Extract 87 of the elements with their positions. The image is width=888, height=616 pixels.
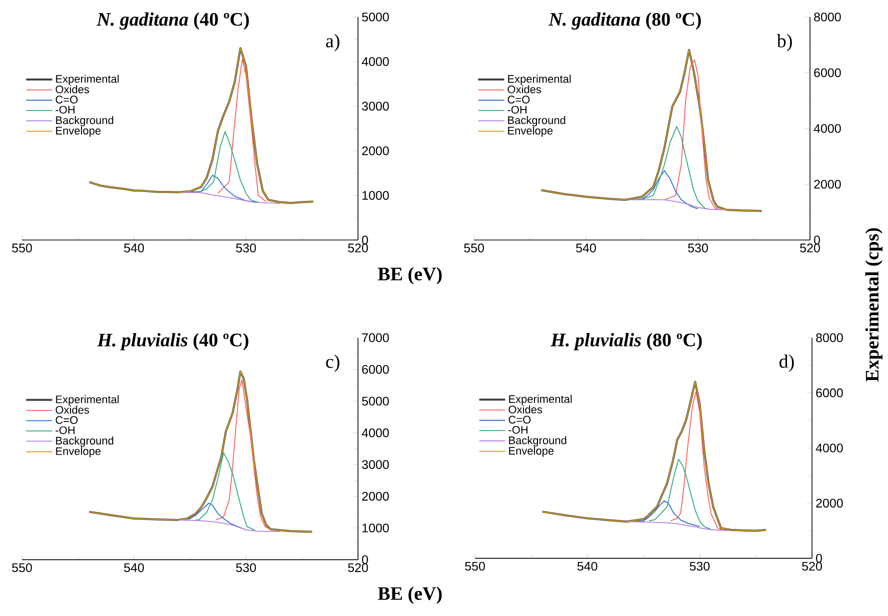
- x-tick-label: 550: [464, 244, 484, 252]
- y-tick-label: 3000: [362, 460, 389, 469]
- legend-label: Envelope: [56, 126, 101, 137]
- x-tick-label: 540: [577, 562, 598, 571]
- line-series: [178, 192, 280, 204]
- x-tick-label: 540: [576, 244, 596, 252]
- x-tick-label: 530: [236, 563, 256, 572]
- y-tick-label: 4000: [362, 428, 389, 438]
- y-tick-label: 4000: [814, 124, 841, 133]
- x-tick-label: 550: [12, 563, 32, 572]
- x-axis-title: BE (eV): [378, 267, 442, 284]
- line-series: [178, 520, 280, 532]
- y-tick-label: 6000: [814, 68, 841, 78]
- legend-label: Oxides: [508, 85, 542, 94]
- x-tick-label: 530: [236, 244, 256, 252]
- x-tick-label: 520: [802, 562, 822, 571]
- legend-label: -OH: [56, 106, 74, 114]
- legend-label: Envelope: [508, 126, 553, 137]
- x-axis-title: BE (eV): [378, 586, 442, 604]
- y-tick-label: 0: [814, 236, 820, 244]
- legend-label: Oxides: [56, 406, 90, 414]
- line-series: [215, 379, 270, 530]
- legend-label: Background: [508, 116, 566, 126]
- legend-label: C=O: [508, 416, 531, 424]
- y-tick-label: 5000: [362, 396, 389, 406]
- y-tick-label: 6000: [816, 388, 843, 398]
- line-series: [636, 170, 698, 210]
- line-series: [195, 452, 256, 531]
- legend-label: Envelope: [509, 446, 554, 457]
- legend-label: Oxides: [56, 85, 90, 94]
- y-tick-label: 5000: [362, 12, 389, 22]
- y-tick-label: 4000: [362, 57, 389, 66]
- x-tick-label: 540: [124, 563, 144, 572]
- y-tick-label: 2000: [814, 180, 841, 189]
- legend-label: Experimental: [56, 395, 119, 406]
- legend-label: Experimental: [509, 394, 572, 406]
- legend-label: C=O: [56, 416, 78, 424]
- legend-label: Envelope: [56, 446, 101, 458]
- y-tick-label: 1000: [362, 524, 389, 532]
- annotation: d): [780, 354, 794, 372]
- x-tick-label: 540: [124, 244, 144, 252]
- annotation: a): [326, 34, 340, 52]
- x-tick-label: 550: [12, 244, 32, 252]
- y-tick-label: 8000: [816, 333, 843, 342]
- annotation: b): [776, 34, 792, 52]
- chart-title: N. gaditana (40 ºC): [96, 12, 249, 30]
- y-tick-label: 6000: [362, 364, 389, 374]
- legend-label: Background: [509, 436, 566, 446]
- y-tick-label: 0: [362, 236, 368, 244]
- line-series: [190, 174, 258, 203]
- legend-label: Background: [56, 436, 114, 447]
- chart-title: H. pluvialis (40 ºC): [97, 333, 248, 350]
- y-tick-label: 8000: [814, 12, 841, 22]
- y-tick-label: 3000: [362, 102, 389, 111]
- line-series: [626, 521, 732, 532]
- y-tick-label: 4000: [816, 444, 843, 452]
- chart-title: N. gaditana (80 ºC): [548, 12, 701, 30]
- legend-label: Background: [56, 116, 114, 126]
- chart-title: H. pluvialis (80 ºC): [550, 333, 702, 350]
- x-tick-label: 520: [348, 563, 368, 572]
- legend-label: Experimental: [56, 74, 119, 85]
- x-tick-label: 520: [348, 244, 368, 252]
- legend-label: Experimental: [508, 74, 571, 85]
- y-tick-label: 0: [816, 554, 822, 563]
- x-tick-label: 530: [690, 562, 710, 571]
- y-tick-label: 7000: [362, 333, 389, 342]
- legend-label: C=O: [56, 96, 78, 104]
- y-tick-label: 2000: [362, 492, 389, 501]
- y-axis-title: Experimental (cps): [865, 228, 882, 382]
- legend-label: -OH: [508, 106, 526, 114]
- y-tick-label: 2000: [362, 146, 389, 156]
- line-series: [195, 131, 259, 203]
- line-series: [632, 500, 700, 528]
- x-tick-label: 530: [688, 244, 708, 252]
- line-series: [648, 458, 712, 530]
- legend-label: C=O: [508, 96, 530, 104]
- x-tick-label: 550: [465, 562, 485, 571]
- line-series: [670, 391, 723, 530]
- legend-label: -OH: [56, 426, 74, 434]
- legend-label: -OH: [508, 426, 528, 434]
- line-series: [664, 59, 721, 210]
- legend-label: Oxides: [508, 405, 542, 414]
- y-tick-label: 1000: [362, 190, 389, 200]
- y-tick-label: 2000: [816, 498, 843, 508]
- line-series: [218, 58, 267, 202]
- x-tick-label: 520: [800, 244, 820, 252]
- annotation: c): [326, 354, 340, 372]
